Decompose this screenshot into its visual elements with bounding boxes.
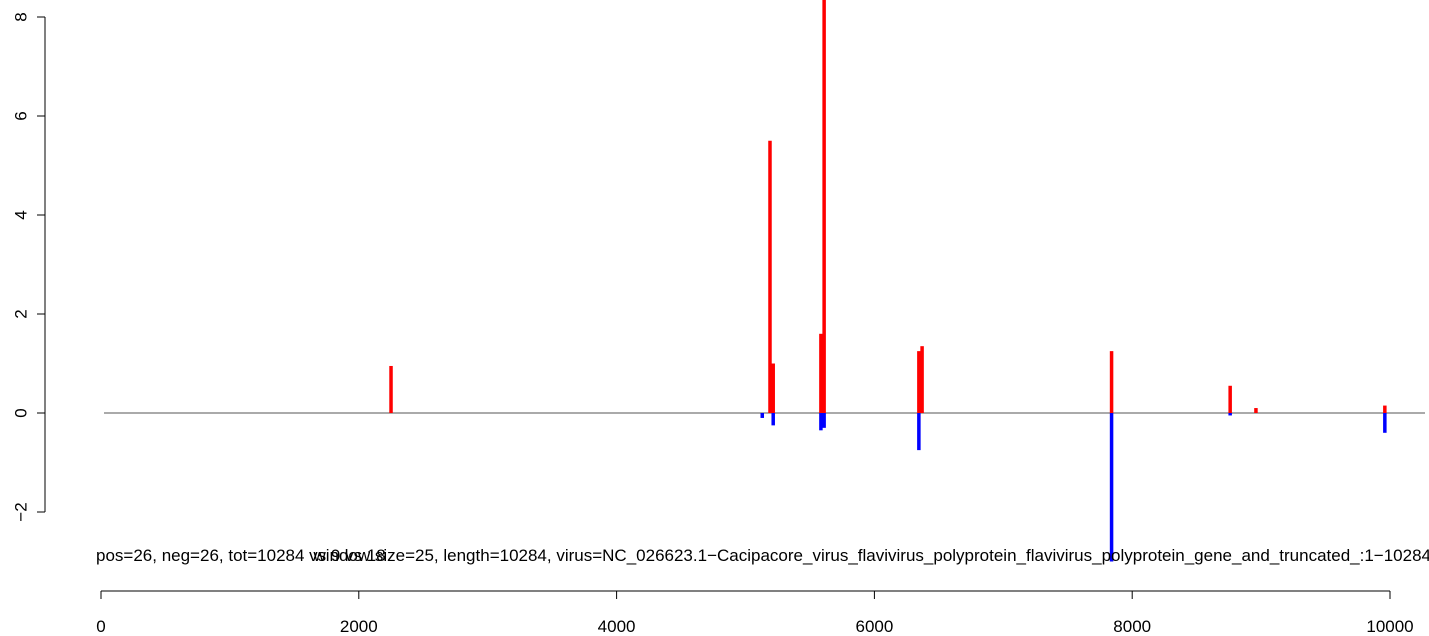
x-tick-label: 4000 — [598, 617, 636, 636]
positive-bar — [1228, 385, 1232, 413]
overlay-text-stats: pos=26, neg=26, tot=10284 vs 9 vs 18 — [96, 546, 386, 565]
positive-bar — [771, 363, 775, 413]
overlay-text-main: window size=25, length=10284, virus=NC_0… — [312, 546, 1429, 565]
positive-bar — [1383, 405, 1387, 413]
x-tick-label: 10000 — [1366, 617, 1413, 636]
x-tick-label: 0 — [96, 617, 105, 636]
y-tick-label: 4 — [12, 210, 31, 219]
positive-bar — [819, 333, 823, 413]
positive-bar — [389, 365, 393, 413]
negative-bar — [771, 413, 775, 426]
positive-bar — [1109, 351, 1114, 413]
overlay-text-layer: window size=25, length=10284, virus=NC_0… — [96, 546, 1429, 565]
positive-bar — [1254, 408, 1258, 413]
negative-bar — [760, 413, 765, 418]
positive-bar — [917, 351, 921, 413]
y-tick-label: 2 — [12, 309, 31, 318]
y-tick-label: 6 — [12, 111, 31, 120]
x-axis: 0 2000 4000 6000 8000 10000 — [96, 590, 1414, 636]
negative-bar — [1109, 413, 1114, 562]
negative-bar — [1383, 413, 1387, 433]
positive-bar — [822, 0, 826, 413]
positive-bar — [768, 140, 772, 413]
y-tick-label: 8 — [12, 12, 31, 21]
x-tick-label: 8000 — [1113, 617, 1151, 636]
x-tick-label: 2000 — [340, 617, 378, 636]
y-tick-label: −2 — [12, 502, 31, 521]
negative-bar — [1228, 413, 1232, 416]
y-axis: −2 0 2 4 6 8 — [12, 12, 46, 522]
negative-bar — [822, 413, 826, 428]
negative-bar — [917, 413, 921, 451]
x-tick-label: 6000 — [855, 617, 893, 636]
negative-bar — [819, 413, 823, 431]
positive-bar — [920, 346, 924, 413]
y-tick-label: 0 — [12, 408, 31, 417]
bars-layer — [389, 0, 1387, 562]
